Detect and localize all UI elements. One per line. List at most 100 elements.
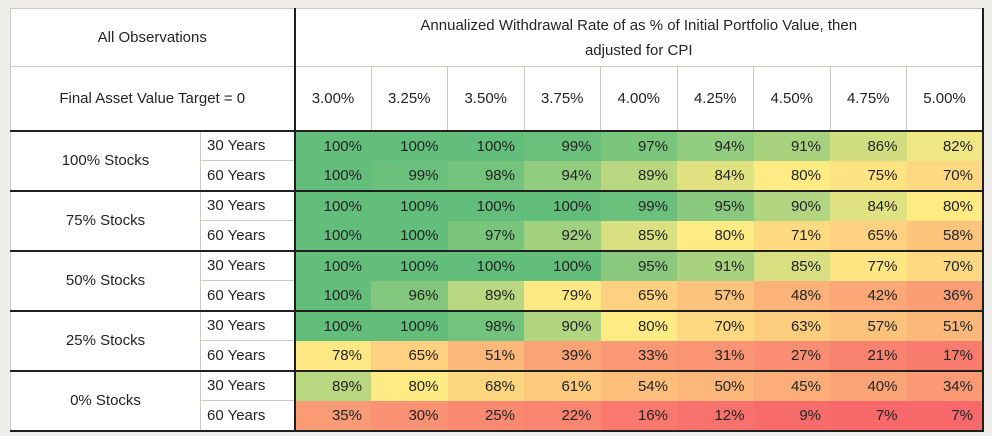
value-cell: 48% <box>753 280 830 312</box>
period-label-cell: 30 Years <box>200 310 295 341</box>
period-label-cell: 30 Years <box>200 370 295 401</box>
value-cell: 34% <box>906 370 984 401</box>
value-cell: 31% <box>677 340 754 372</box>
rate-header-cell: 3.50% <box>447 66 524 132</box>
period-label-cell: 30 Years <box>200 190 295 221</box>
value-cell: 39% <box>524 340 601 372</box>
value-cell: 65% <box>600 280 677 312</box>
table-row: 100% Stocks 30 Years 100% 100% 100% 99% 97% 94%… <box>10 130 984 192</box>
value-cell: 97% <box>600 130 677 161</box>
value-cell: 92% <box>524 220 601 252</box>
value-cell: 100% <box>447 130 524 161</box>
rate-header-cell: 4.50% <box>753 66 830 132</box>
value-cell: 80% <box>677 220 754 252</box>
value-cell: 80% <box>906 190 984 221</box>
table-row: 60 Years 100% 99% 98% 94% 89% 84% 80% 75% 70% <box>11 160 984 192</box>
value-cell: 80% <box>371 370 448 401</box>
title-row: All Observations Annualized Withdrawal R… <box>10 8 984 67</box>
value-cell: 100% <box>293 250 371 281</box>
value-cell: 99% <box>524 130 601 161</box>
value-cell: 77% <box>830 250 907 281</box>
value-cell: 30% <box>371 400 448 432</box>
table-row: 60 Years 35% 30% 25% 22% 16% 12% 9% 7% 7% <box>11 400 984 432</box>
table-row: 75% Stocks 30 Years 100% 100% 100% 100% 99% 95%… <box>10 190 984 252</box>
value-cell: 100% <box>293 160 371 192</box>
rate-header-cell: 3.25% <box>370 66 448 132</box>
value-cell: 57% <box>830 310 907 341</box>
value-cell: 84% <box>830 190 907 221</box>
period-label-cell: 60 Years <box>200 160 295 192</box>
value-cell: 63% <box>753 310 830 341</box>
value-cell: 98% <box>447 310 524 341</box>
table-row: 25% Stocks 30 Years 100% 100% 98% 90% 80% 70% 63… <box>10 310 984 372</box>
value-cell: 100% <box>447 190 524 221</box>
value-cell: 22% <box>524 400 601 432</box>
group-label-cell: 100% Stocks <box>10 130 201 192</box>
value-cell: 7% <box>906 400 984 432</box>
value-cell: 16% <box>600 400 677 432</box>
rate-header-cell: 4.75% <box>829 66 907 132</box>
value-cell: 50% <box>677 370 754 401</box>
value-cell: 91% <box>753 130 830 161</box>
value-cell: 80% <box>753 160 830 192</box>
value-cell: 9% <box>753 400 830 432</box>
value-cell: 100% <box>447 250 524 281</box>
value-cell: 98% <box>447 160 524 192</box>
rate-header-cell: 5.00% <box>906 66 984 132</box>
value-cell: 90% <box>753 190 830 221</box>
value-cell: 79% <box>524 280 601 312</box>
value-cell: 45% <box>753 370 830 401</box>
table-row: 60 Years 100% 96% 89% 79% 65% 57% 48% 42% 36% <box>11 280 984 312</box>
group-label-cell: 75% Stocks <box>10 190 201 252</box>
value-cell: 86% <box>830 130 907 161</box>
value-cell: 96% <box>371 280 448 312</box>
rate-header-cell: 3.00% <box>293 66 371 132</box>
period-label-cell: 30 Years <box>200 130 295 161</box>
value-cell: 65% <box>830 220 907 252</box>
value-cell: 75% <box>830 160 907 192</box>
value-cell: 100% <box>371 310 448 341</box>
value-cell: 70% <box>906 160 984 192</box>
value-cell: 70% <box>677 310 754 341</box>
value-cell: 100% <box>371 130 448 161</box>
value-cell: 84% <box>677 160 754 192</box>
value-cell: 27% <box>753 340 830 372</box>
value-cell: 25% <box>447 400 524 432</box>
table-row: 0% Stocks 30 Years 89% 80% 68% 61% 54% 50% 45% 40… <box>10 370 984 432</box>
value-cell: 82% <box>906 130 984 161</box>
value-cell: 100% <box>293 190 371 221</box>
value-cell: 51% <box>906 310 984 341</box>
group-label-cell: 50% Stocks <box>10 250 201 312</box>
table-row: 60 Years 100% 100% 97% 92% 85% 80% 71% 65% 58% <box>11 220 984 252</box>
value-cell: 61% <box>524 370 601 401</box>
value-cell: 12% <box>677 400 754 432</box>
period-label-cell: 60 Years <box>200 220 295 252</box>
value-cell: 58% <box>906 220 984 252</box>
withdrawal-rate-heatmap-table: All Observations Annualized Withdrawal R… <box>10 8 984 432</box>
value-cell: 89% <box>600 160 677 192</box>
value-cell: 100% <box>293 310 371 341</box>
value-cell: 68% <box>447 370 524 401</box>
value-cell: 78% <box>293 340 371 372</box>
value-cell: 97% <box>447 220 524 252</box>
rate-header-cell: 3.75% <box>523 66 601 132</box>
value-cell: 70% <box>906 250 984 281</box>
value-cell: 100% <box>371 190 448 221</box>
value-cell: 91% <box>677 250 754 281</box>
value-cell: 80% <box>600 310 677 341</box>
value-cell: 94% <box>524 160 601 192</box>
value-cell: 65% <box>371 340 448 372</box>
value-cell: 90% <box>524 310 601 341</box>
final-asset-value-target-label: Final Asset Value Target = 0 <box>10 66 295 132</box>
value-cell: 40% <box>830 370 907 401</box>
table-row: 60 Years 78% 65% 51% 39% 33% 31% 27% 21% 17% <box>11 340 984 372</box>
value-cell: 21% <box>830 340 907 372</box>
value-cell: 85% <box>753 250 830 281</box>
value-cell: 51% <box>447 340 524 372</box>
period-label-cell: 60 Years <box>200 280 295 312</box>
table-row: 50% Stocks 30 Years 100% 100% 100% 100% 95% 91%… <box>10 250 984 312</box>
table-title: Annualized Withdrawal Rate of as % of In… <box>293 8 984 67</box>
rate-header-cell: 4.00% <box>600 66 677 132</box>
value-cell: 17% <box>906 340 984 372</box>
